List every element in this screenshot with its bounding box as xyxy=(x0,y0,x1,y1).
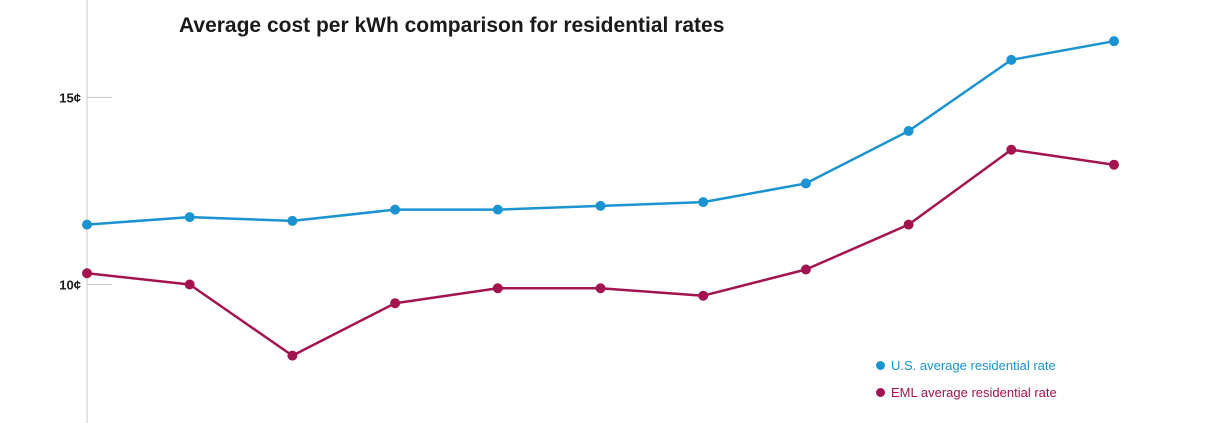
data-point xyxy=(287,215,298,226)
data-point xyxy=(595,283,606,294)
y-tick-label: 10¢ xyxy=(59,277,81,292)
data-point xyxy=(287,350,298,361)
y-tick-label: 15¢ xyxy=(59,90,81,105)
data-point xyxy=(390,204,401,215)
data-point xyxy=(698,290,709,301)
data-point xyxy=(492,204,503,215)
legend-label-us: U.S. average residential rate xyxy=(891,358,1056,373)
data-point xyxy=(82,219,92,230)
legend-marker-eml xyxy=(876,388,885,397)
data-point xyxy=(800,178,811,189)
series-points xyxy=(82,36,1119,361)
series-line-0 xyxy=(86,39,1115,226)
data-point xyxy=(1109,159,1119,170)
legend-label-eml: EML average residential rate xyxy=(891,385,1057,400)
legend-item-eml: EML average residential rate xyxy=(876,379,1057,406)
legend-item-us: U.S. average residential rate xyxy=(876,352,1057,379)
data-point xyxy=(698,197,709,208)
data-point xyxy=(800,264,811,275)
data-point xyxy=(184,212,195,223)
data-point xyxy=(82,268,92,279)
data-point xyxy=(903,126,914,137)
data-point xyxy=(903,219,914,230)
legend: U.S. average residential rate EML averag… xyxy=(876,352,1057,406)
data-point xyxy=(1006,54,1017,65)
legend-marker-us xyxy=(876,361,885,370)
data-point xyxy=(1109,36,1119,47)
data-point xyxy=(595,200,606,211)
series-lines xyxy=(86,39,1115,357)
chart-title: Average cost per kWh comparison for resi… xyxy=(179,14,725,37)
data-point xyxy=(1006,144,1017,155)
data-point xyxy=(184,279,195,290)
data-point xyxy=(390,298,401,309)
y-ticks: 10¢ 15¢ xyxy=(59,90,112,292)
data-point xyxy=(492,283,503,294)
series-line-1 xyxy=(86,148,1115,357)
